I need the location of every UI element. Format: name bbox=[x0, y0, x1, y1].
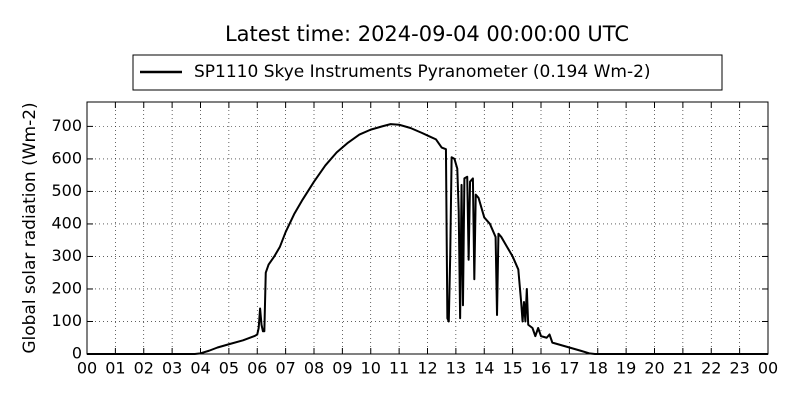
x-tick-label: 13 bbox=[446, 359, 466, 378]
y-tick-label: 0 bbox=[72, 344, 82, 363]
x-tick-label: 15 bbox=[502, 359, 522, 378]
y-tick-label: 500 bbox=[51, 181, 82, 200]
x-tick-label: 04 bbox=[190, 359, 210, 378]
x-tick-label: 07 bbox=[275, 359, 295, 378]
x-tick-label: 06 bbox=[247, 359, 267, 378]
y-tick-label: 300 bbox=[51, 246, 82, 265]
x-tick-label: 08 bbox=[304, 359, 324, 378]
x-tick-label: 21 bbox=[673, 359, 693, 378]
chart-title: Latest time: 2024-09-04 00:00:00 UTC bbox=[225, 22, 629, 46]
x-tick-label: 20 bbox=[644, 359, 664, 378]
x-tick-label: 22 bbox=[701, 359, 721, 378]
x-tick-label: 17 bbox=[559, 359, 579, 378]
x-tick-label: 01 bbox=[105, 359, 125, 378]
y-axis-label: Global solar radiation (Wm-2) bbox=[20, 102, 40, 353]
x-tick-label: 05 bbox=[219, 359, 239, 378]
legend-label: SP1110 Skye Instruments Pyranometer (0.1… bbox=[194, 62, 651, 82]
x-tick-label: 16 bbox=[531, 359, 551, 378]
x-tick-label: 12 bbox=[417, 359, 437, 378]
x-tick-label: 23 bbox=[729, 359, 749, 378]
x-tick-label: 00 bbox=[758, 359, 778, 378]
plot-frame bbox=[86, 101, 769, 355]
x-tick-label: 09 bbox=[332, 359, 352, 378]
x-tick-label: 14 bbox=[474, 359, 494, 378]
legend-box bbox=[132, 54, 723, 91]
y-tick-label: 200 bbox=[51, 278, 82, 297]
y-tick-label: 700 bbox=[51, 116, 82, 135]
data-line bbox=[87, 123, 768, 355]
x-tick-label: 00 bbox=[77, 359, 97, 378]
x-tick-label: 02 bbox=[134, 359, 154, 378]
y-tick-label: 100 bbox=[51, 311, 82, 330]
y-tick-label: 600 bbox=[51, 148, 82, 167]
x-tick-label: 10 bbox=[361, 359, 381, 378]
x-tick-label: 03 bbox=[162, 359, 182, 378]
x-tick-label: 19 bbox=[616, 359, 636, 378]
x-tick-label: 11 bbox=[389, 359, 409, 378]
x-tick-label: 18 bbox=[588, 359, 608, 378]
y-tick-label: 400 bbox=[51, 213, 82, 232]
